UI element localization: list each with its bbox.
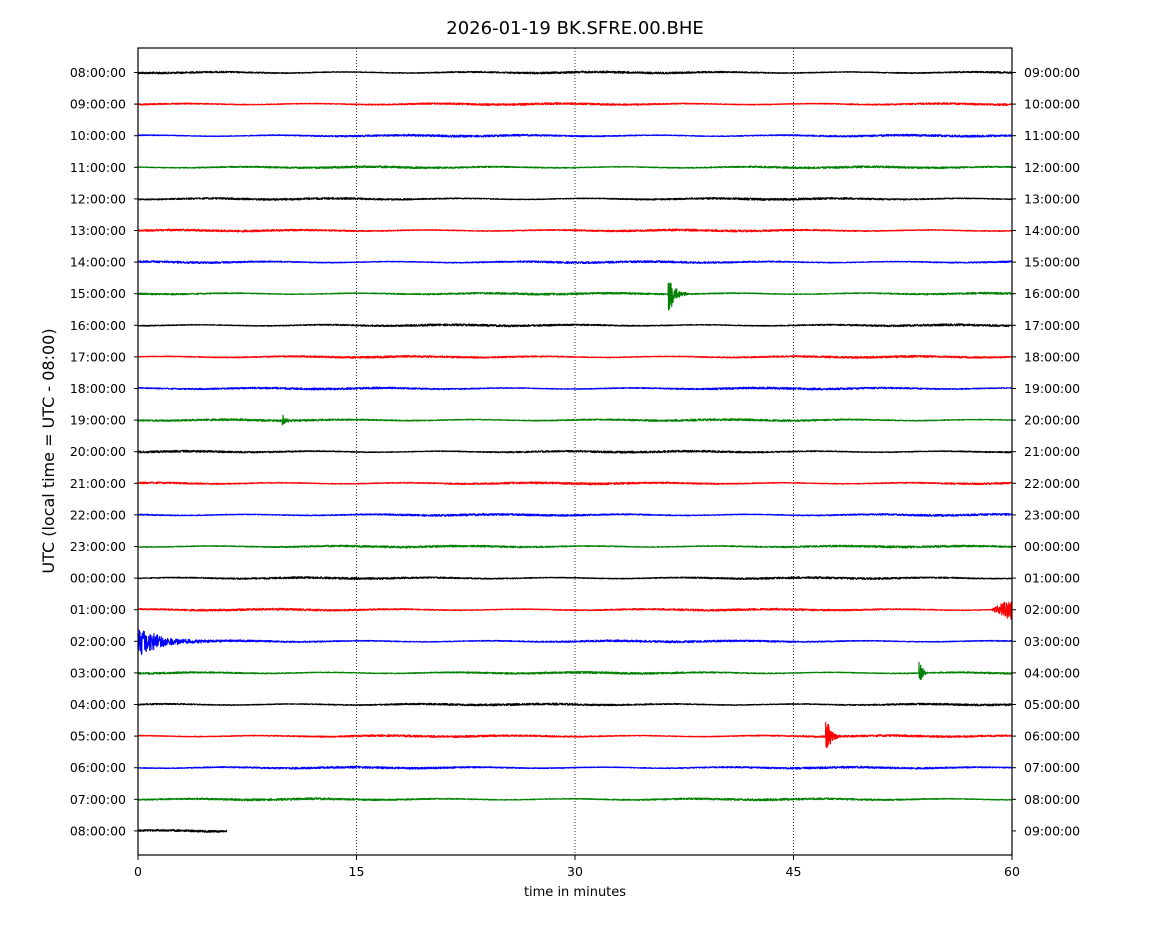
- trace-row-18: [137, 629, 1013, 655]
- left-time-label: 08:00:00: [70, 65, 126, 80]
- left-time-label: 16:00:00: [70, 318, 126, 333]
- trace-row-9: [137, 354, 1013, 359]
- trace-row-10: [137, 386, 1013, 391]
- right-time-label: 22:00:00: [1024, 476, 1080, 491]
- right-time-label: 09:00:00: [1024, 65, 1080, 80]
- right-time-label: 18:00:00: [1024, 349, 1080, 364]
- trace-row-17: [137, 601, 1013, 620]
- trace-row-3: [137, 165, 1013, 170]
- left-time-label: 13:00:00: [70, 223, 126, 238]
- trace-row-4: [137, 196, 1013, 201]
- right-time-axis: 09:00:00 10:00:00 11:00:00 12:00:00 13:00:00…: [1012, 65, 1080, 838]
- trace-row-13: [137, 481, 1013, 486]
- right-time-label: 07:00:00: [1024, 760, 1080, 775]
- trace-row-20: [137, 702, 1013, 707]
- right-time-label: 16:00:00: [1024, 286, 1080, 301]
- right-time-label: 13:00:00: [1024, 191, 1080, 206]
- right-time-label: 06:00:00: [1024, 729, 1080, 744]
- trace-row-2: [137, 133, 1013, 138]
- grid-lines: [356, 48, 794, 855]
- left-time-label: 20:00:00: [70, 444, 126, 459]
- right-time-label: 19:00:00: [1024, 381, 1080, 396]
- right-time-label: 10:00:00: [1024, 97, 1080, 112]
- trace-row-8: [137, 323, 1013, 328]
- left-time-label: 09:00:00: [70, 97, 126, 112]
- x-axis: 0 15 30 45 60: [134, 855, 1020, 879]
- trace-row-21: [137, 721, 1013, 749]
- trace-row-15: [137, 544, 1013, 549]
- chart-title: 2026-01-19 BK.SFRE.00.BHE: [446, 18, 703, 39]
- left-time-label: 22:00:00: [70, 507, 126, 522]
- trace-row-6: [137, 260, 1013, 265]
- left-time-label: 04:00:00: [70, 697, 126, 712]
- right-time-label: 12:00:00: [1024, 160, 1080, 175]
- left-time-label: 23:00:00: [70, 539, 126, 554]
- trace-row-23: [137, 797, 1013, 802]
- left-time-label: 08:00:00: [70, 823, 126, 838]
- right-time-label: 05:00:00: [1024, 697, 1080, 712]
- y-axis-label: UTC (local time = UTC - 08:00): [39, 328, 58, 573]
- trace-row-11: [137, 414, 1013, 426]
- right-time-label: 02:00:00: [1024, 602, 1080, 617]
- left-time-label: 11:00:00: [70, 160, 126, 175]
- right-time-label: 15:00:00: [1024, 255, 1080, 270]
- x-tick-label: 0: [134, 864, 142, 879]
- right-time-label: 17:00:00: [1024, 318, 1080, 333]
- trace-row-14: [137, 512, 1013, 517]
- trace-row-7: [137, 282, 1013, 311]
- right-time-label: 11:00:00: [1024, 128, 1080, 143]
- x-tick-label: 60: [1004, 864, 1020, 879]
- x-tick-label: 45: [786, 864, 802, 879]
- x-axis-label: time in minutes: [524, 885, 626, 900]
- right-time-label: 23:00:00: [1024, 507, 1080, 522]
- left-time-label: 14:00:00: [70, 255, 126, 270]
- left-time-label: 03:00:00: [70, 665, 126, 680]
- right-time-label: 03:00:00: [1024, 634, 1080, 649]
- left-time-label: 02:00:00: [70, 634, 126, 649]
- left-time-label: 17:00:00: [70, 349, 126, 364]
- trace-row-19: [137, 661, 1013, 681]
- x-tick-label: 15: [349, 864, 365, 879]
- trace-row-0: [137, 70, 1013, 75]
- left-time-label: 07:00:00: [70, 792, 126, 807]
- right-time-label: 14:00:00: [1024, 223, 1080, 238]
- left-time-label: 18:00:00: [70, 381, 126, 396]
- right-time-label: 21:00:00: [1024, 444, 1080, 459]
- right-time-label: 08:00:00: [1024, 792, 1080, 807]
- x-tick-label: 30: [567, 864, 583, 879]
- left-time-label: 15:00:00: [70, 286, 126, 301]
- left-time-label: 01:00:00: [70, 602, 126, 617]
- left-time-label: 12:00:00: [70, 191, 126, 206]
- trace-row-12: [137, 449, 1013, 454]
- right-time-label: 20:00:00: [1024, 413, 1080, 428]
- trace-row-1: [137, 102, 1013, 107]
- left-time-label: 00:00:00: [70, 571, 126, 586]
- left-time-label: 06:00:00: [70, 760, 126, 775]
- left-time-label: 19:00:00: [70, 413, 126, 428]
- right-time-label: 01:00:00: [1024, 571, 1080, 586]
- right-time-label: 09:00:00: [1024, 823, 1080, 838]
- trace-row-22: [137, 765, 1013, 770]
- left-time-label: 05:00:00: [70, 729, 126, 744]
- right-time-label: 00:00:00: [1024, 539, 1080, 554]
- trace-row-16: [137, 576, 1013, 581]
- left-time-axis: 08:00:00 09:00:00 10:00:00 11:00:00 12:00:00…: [70, 65, 138, 838]
- left-time-label: 21:00:00: [70, 476, 126, 491]
- trace-row-24: [137, 828, 228, 833]
- trace-row-5: [137, 228, 1013, 233]
- trace-group: [137, 70, 1013, 833]
- right-time-label: 04:00:00: [1024, 665, 1080, 680]
- left-time-label: 10:00:00: [70, 128, 126, 143]
